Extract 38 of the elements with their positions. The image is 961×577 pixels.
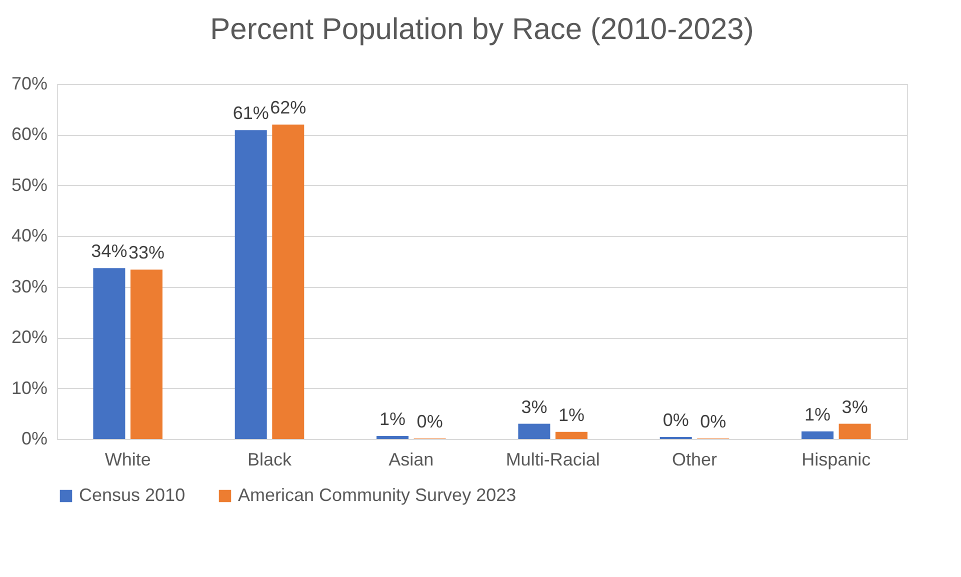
bar	[130, 270, 162, 439]
legend-label: American Community Survey 2023	[238, 485, 516, 505]
data-label: 61%	[232, 103, 269, 124]
bar	[272, 124, 304, 439]
data-label: 0%	[662, 410, 689, 430]
bar	[234, 130, 267, 439]
data-label: 34%	[91, 241, 128, 262]
bar	[802, 431, 834, 439]
data-label: 3%	[521, 396, 548, 417]
y-tick-label: 70%	[11, 74, 48, 94]
data-label: 1%	[380, 408, 406, 429]
bar	[93, 268, 126, 439]
bar	[518, 424, 550, 439]
x-tick-label: Other	[672, 450, 718, 470]
y-tick-label: 30%	[11, 276, 48, 296]
y-tick-label: 40%	[11, 226, 48, 246]
x-tick-label: White	[104, 450, 151, 470]
data-label: 33%	[128, 242, 164, 263]
y-tick-label: 60%	[11, 124, 48, 144]
data-label: 1%	[804, 404, 831, 424]
data-label: 0%	[416, 411, 443, 432]
bar	[555, 432, 588, 439]
data-label: 3%	[842, 396, 868, 417]
data-label: 1%	[558, 404, 584, 425]
x-tick-label: Hispanic	[802, 450, 871, 470]
y-tick-label: 10%	[11, 378, 48, 398]
x-tick-label: Black	[247, 450, 293, 470]
bar	[838, 424, 871, 439]
y-tick-label: 50%	[11, 174, 48, 195]
y-tick-label: 20%	[11, 327, 48, 348]
legend-label: Census 2010	[79, 485, 186, 505]
x-tick-label: Multi-Racial	[506, 450, 600, 470]
data-label: 0%	[700, 411, 726, 432]
x-tick-label: Asian	[388, 450, 434, 470]
y-tick-label: 0%	[21, 428, 48, 448]
bar	[376, 436, 409, 439]
data-label: 62%	[270, 98, 306, 118]
chart-title: Percent Population by Race (2010-2023)	[210, 13, 754, 46]
